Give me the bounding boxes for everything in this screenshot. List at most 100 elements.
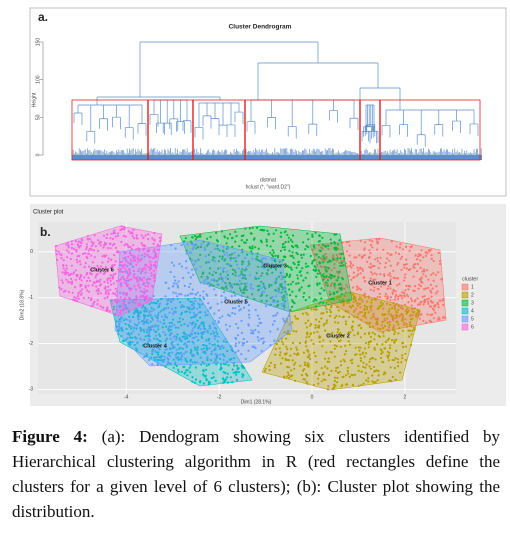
point — [234, 260, 237, 263]
point — [426, 298, 429, 301]
point — [247, 260, 250, 263]
point — [60, 256, 63, 260]
point — [437, 303, 440, 306]
point — [167, 297, 170, 300]
point — [224, 276, 227, 279]
point — [192, 311, 195, 315]
point — [157, 342, 160, 345]
point — [366, 308, 369, 311]
point — [265, 272, 268, 275]
point — [248, 309, 251, 312]
point — [353, 315, 356, 318]
point — [124, 279, 127, 282]
point — [194, 300, 197, 303]
point — [314, 258, 317, 261]
point — [99, 271, 102, 274]
point — [381, 360, 384, 363]
point — [367, 343, 370, 346]
point — [90, 245, 93, 248]
point — [201, 331, 204, 334]
point — [178, 293, 181, 296]
point — [304, 276, 307, 280]
point — [129, 336, 132, 339]
point — [226, 360, 229, 363]
point — [358, 349, 361, 352]
point — [325, 270, 328, 273]
point — [128, 296, 131, 300]
point — [274, 268, 278, 271]
point — [261, 228, 264, 231]
point — [260, 337, 263, 340]
point — [306, 232, 309, 235]
point — [263, 290, 266, 293]
point — [183, 372, 186, 375]
point — [369, 358, 372, 361]
point — [181, 347, 184, 350]
point — [254, 347, 257, 350]
point — [430, 291, 433, 294]
point — [390, 253, 393, 256]
point — [153, 273, 156, 276]
point — [414, 262, 417, 266]
point — [221, 377, 225, 380]
point — [172, 336, 175, 339]
point — [381, 320, 384, 323]
point — [86, 289, 89, 292]
point — [149, 266, 152, 269]
point — [305, 380, 308, 383]
point — [66, 256, 69, 259]
point — [194, 378, 198, 381]
point — [358, 254, 361, 257]
point — [336, 257, 339, 260]
point — [197, 339, 200, 342]
point — [132, 244, 135, 247]
point — [176, 297, 179, 301]
point — [278, 347, 281, 350]
point — [268, 364, 271, 368]
point — [164, 339, 167, 342]
point — [85, 243, 88, 246]
point — [137, 284, 140, 287]
point — [376, 287, 379, 291]
point — [109, 242, 112, 245]
point — [400, 268, 403, 271]
point — [191, 292, 194, 295]
point — [344, 344, 347, 347]
point — [427, 302, 430, 305]
point — [387, 284, 390, 288]
point — [229, 264, 232, 267]
point — [210, 350, 213, 353]
point — [192, 327, 195, 330]
point — [318, 261, 321, 264]
point — [355, 353, 358, 356]
point — [381, 313, 384, 316]
point — [382, 331, 385, 334]
point — [336, 371, 340, 374]
point — [206, 244, 209, 247]
point — [342, 302, 345, 305]
point — [335, 248, 338, 251]
point — [194, 234, 197, 238]
point — [346, 301, 349, 304]
point — [361, 267, 364, 270]
point — [149, 328, 153, 331]
point — [383, 274, 386, 278]
point — [221, 268, 225, 271]
point — [396, 298, 400, 301]
point — [188, 308, 191, 311]
point — [333, 344, 336, 347]
point — [335, 253, 338, 256]
point — [386, 350, 389, 353]
point — [147, 282, 150, 285]
point — [251, 247, 254, 250]
point — [284, 240, 287, 244]
point — [213, 288, 216, 291]
point — [159, 359, 162, 362]
point — [245, 238, 248, 242]
point — [115, 300, 118, 303]
point — [136, 261, 139, 264]
point — [202, 347, 206, 350]
point — [339, 257, 342, 260]
point — [193, 243, 196, 246]
point — [345, 310, 348, 313]
